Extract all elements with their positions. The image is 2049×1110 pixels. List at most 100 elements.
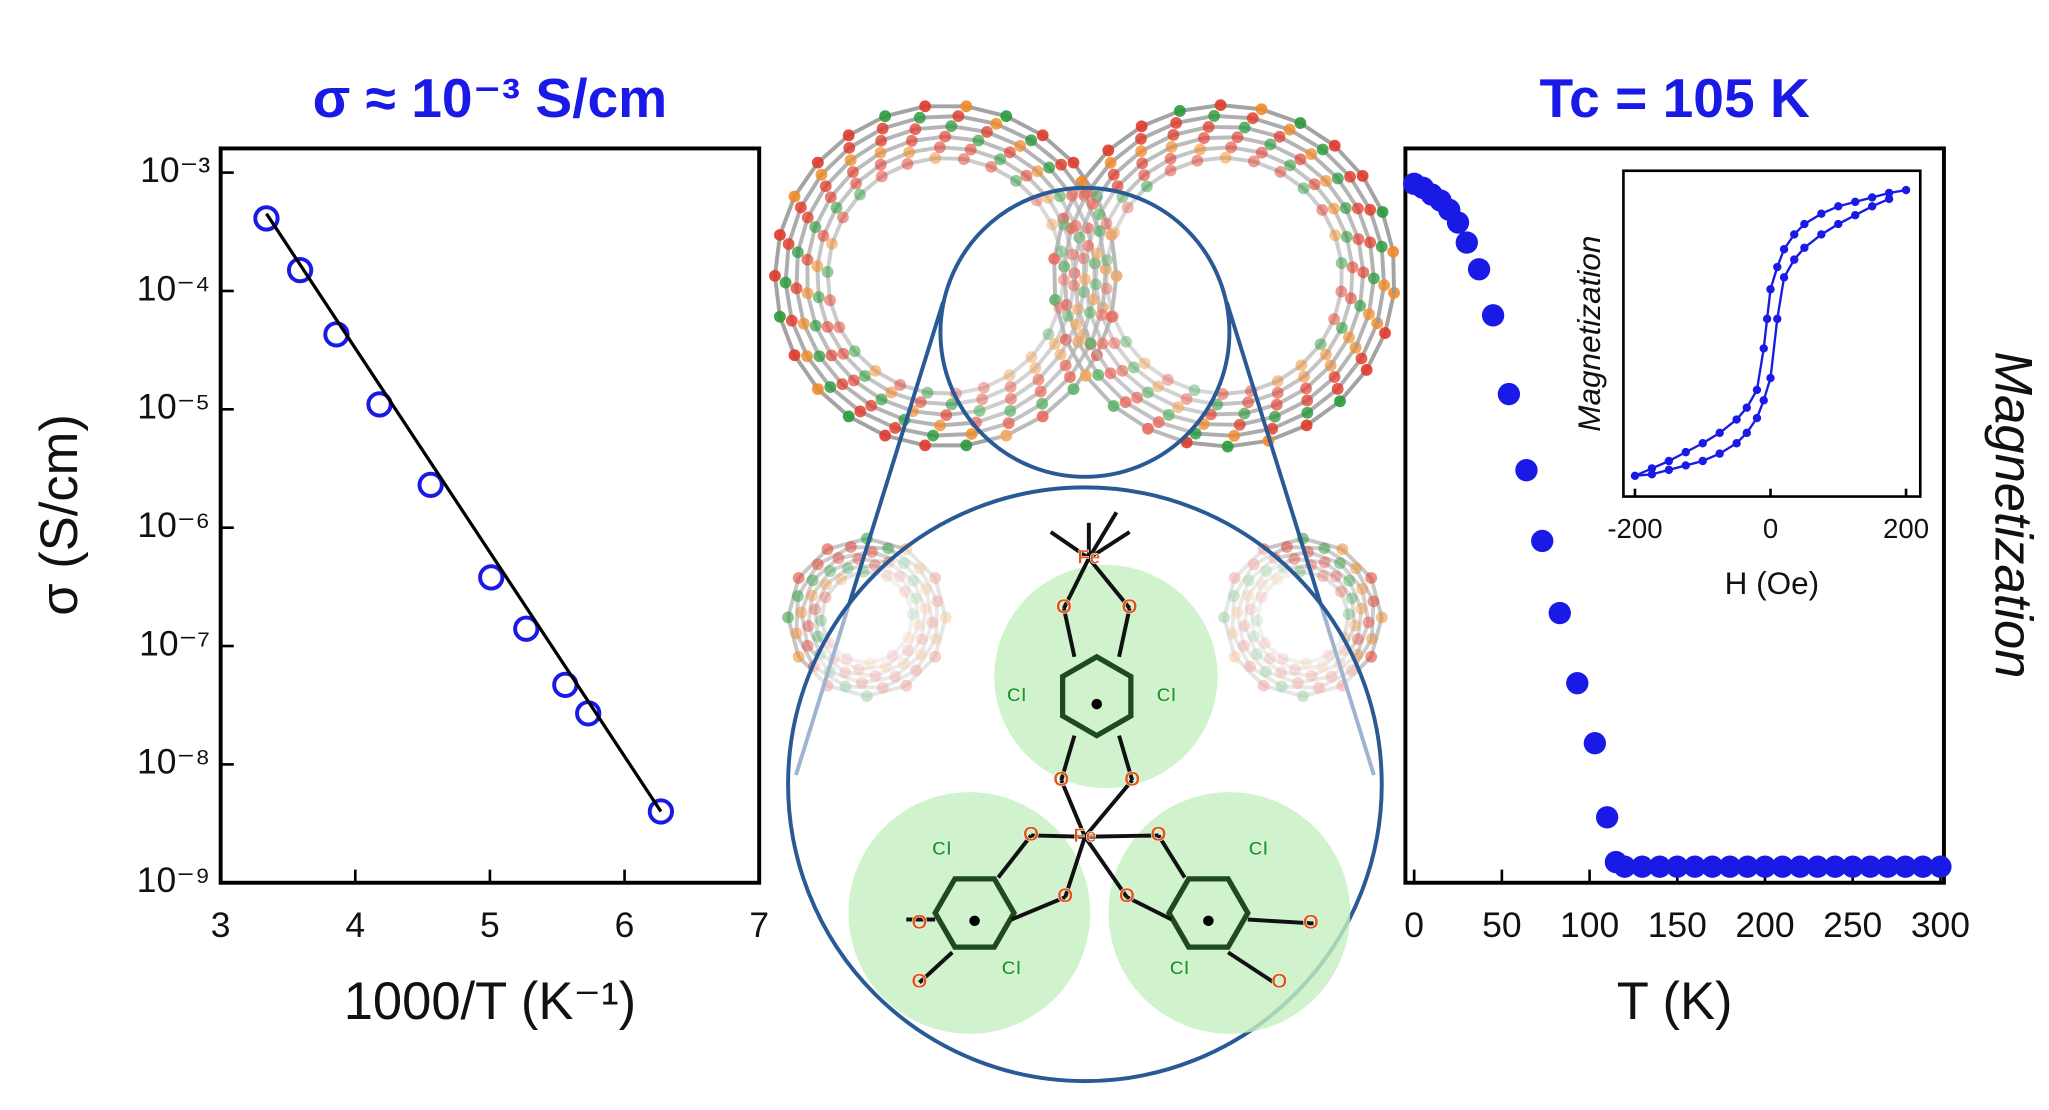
atom xyxy=(1004,405,1017,417)
atom xyxy=(1352,633,1364,646)
bond xyxy=(1172,124,1210,137)
bond xyxy=(1087,530,1131,560)
atom xyxy=(1350,562,1362,575)
y-axis-label: Magnetization xyxy=(1984,351,2043,678)
atom xyxy=(1352,233,1365,246)
atom xyxy=(792,650,805,663)
atom xyxy=(1042,328,1055,341)
atom xyxy=(842,129,855,142)
atom xyxy=(901,158,914,170)
atom xyxy=(801,639,814,652)
bond xyxy=(1059,735,1077,781)
bond xyxy=(986,130,1021,148)
bond xyxy=(1267,423,1308,443)
bond xyxy=(794,632,816,668)
atom xyxy=(1273,130,1286,143)
atom xyxy=(809,221,822,233)
atom xyxy=(1067,383,1080,396)
bond xyxy=(1061,607,1077,658)
bond xyxy=(1040,375,1072,406)
atom xyxy=(1376,206,1389,218)
bond xyxy=(1323,546,1357,570)
atom xyxy=(1308,178,1321,191)
atom xyxy=(843,141,856,154)
bond xyxy=(1321,148,1352,179)
bond xyxy=(820,146,851,177)
data-point xyxy=(647,798,675,825)
atom xyxy=(1342,608,1355,621)
atom xyxy=(1228,429,1241,442)
bond xyxy=(1305,375,1336,402)
data-point xyxy=(1753,855,1777,878)
bond xyxy=(794,287,806,325)
ring xyxy=(1059,653,1134,739)
bond xyxy=(1369,601,1376,639)
atom xyxy=(1355,352,1368,365)
atom xyxy=(1084,337,1097,350)
atom xyxy=(821,266,834,278)
data-point xyxy=(1648,855,1671,878)
bond xyxy=(1156,834,1187,879)
x-tick-label: 150 xyxy=(1648,905,1707,945)
atom xyxy=(939,130,952,143)
atom xyxy=(1329,570,1342,583)
atom xyxy=(819,180,832,193)
atom xyxy=(1318,556,1331,569)
bond xyxy=(1019,144,1051,170)
data-point xyxy=(1867,202,1877,211)
data-point xyxy=(253,205,280,232)
atom xyxy=(1270,398,1283,411)
bond xyxy=(794,252,800,289)
atom xyxy=(1086,198,1099,210)
atom xyxy=(1297,182,1310,195)
atom xyxy=(790,627,803,640)
atom xyxy=(1367,272,1380,285)
data-point xyxy=(1698,456,1707,466)
bond xyxy=(1360,174,1385,213)
atom xyxy=(801,211,814,224)
bond xyxy=(795,216,810,253)
ring xyxy=(932,876,1018,950)
data-point xyxy=(1800,219,1809,229)
atom xyxy=(945,398,958,411)
bond xyxy=(819,596,828,622)
atom xyxy=(1003,146,1016,159)
atom xyxy=(1238,407,1251,420)
bond xyxy=(810,569,832,597)
atom xyxy=(825,349,838,362)
molecule: Fe Fe O O O O O O O O O O O O Cl Cl Cl Cl Cl Cl xyxy=(848,511,1351,1034)
atom xyxy=(1268,410,1281,423)
atom xyxy=(844,154,857,167)
bond xyxy=(1278,135,1313,156)
bond xyxy=(824,158,853,188)
data-point xyxy=(1718,855,1742,878)
atom xyxy=(1356,170,1369,182)
y-tick-label: 10⁻⁴ xyxy=(137,268,210,308)
data-point xyxy=(1715,449,1724,458)
bond xyxy=(1294,556,1325,565)
bond xyxy=(1342,613,1351,638)
bond xyxy=(1354,567,1376,603)
atom xyxy=(801,253,814,266)
atom xyxy=(1002,417,1015,430)
bond xyxy=(1096,373,1127,404)
data-point xyxy=(1894,855,1917,878)
bond xyxy=(1107,124,1143,153)
atom xyxy=(1354,299,1367,312)
atom xyxy=(1335,257,1348,269)
data-point xyxy=(1630,471,1640,481)
atom xyxy=(1161,373,1174,386)
atom-label: O xyxy=(1303,911,1319,934)
atom xyxy=(788,190,801,203)
atom xyxy=(1100,217,1113,230)
y-tick-label: 10⁻⁷ xyxy=(139,623,210,663)
atom xyxy=(1048,252,1061,265)
data-point xyxy=(1497,382,1521,406)
bond xyxy=(1208,124,1245,130)
atom xyxy=(842,410,855,423)
atom xyxy=(836,378,849,391)
data-point xyxy=(1911,855,1935,878)
atom xyxy=(1165,141,1178,153)
bond xyxy=(995,121,1032,143)
